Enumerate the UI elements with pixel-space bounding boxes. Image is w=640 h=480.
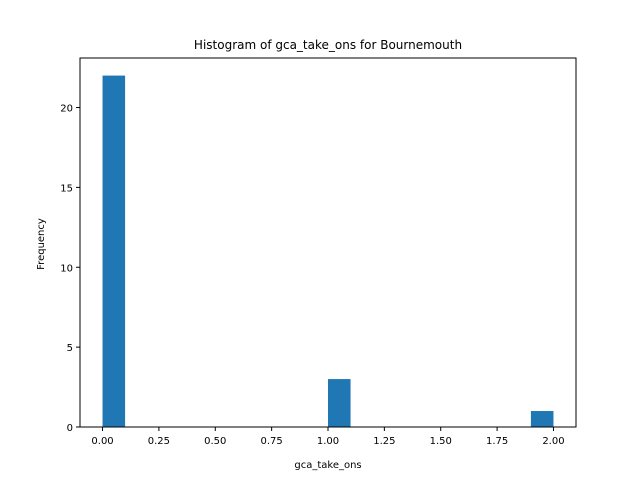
y-axis-label: Frequency	[36, 218, 47, 270]
histogram-bar-2	[530, 411, 554, 427]
plot-frame	[79, 57, 577, 428]
histogram-bar-0	[102, 75, 126, 428]
y-tick-label: 15	[60, 183, 73, 194]
y-tick-label: 0	[67, 423, 73, 434]
x-tick-label: 0.50	[204, 436, 226, 447]
y-tick-label: 10	[60, 263, 73, 274]
x-tick-label: 1.75	[486, 436, 508, 447]
x-tick-label: 0.00	[91, 436, 113, 447]
y-tick-label: 5	[67, 343, 73, 354]
y-tick-label: 20	[60, 104, 73, 115]
y-axis-ticks: 0 5 10 15 20	[60, 104, 80, 434]
bars-group	[102, 75, 554, 428]
x-tick-label: 1.25	[373, 436, 395, 447]
x-tick-label: 0.75	[261, 436, 283, 447]
x-axis-ticks: 0.00 0.25 0.50 0.75 1.00 1.25 1.50 1.75 2.00	[91, 427, 565, 447]
chart-title: Histogram of gca_take_ons for Bournemout…	[194, 38, 462, 52]
x-tick-label: 1.50	[430, 436, 452, 447]
x-tick-label: 1.00	[317, 436, 339, 447]
x-tick-label: 0.25	[148, 436, 170, 447]
histogram-bar-1	[328, 379, 351, 427]
x-tick-label: 2.00	[542, 436, 564, 447]
x-axis-label: gca_take_ons	[294, 460, 361, 471]
